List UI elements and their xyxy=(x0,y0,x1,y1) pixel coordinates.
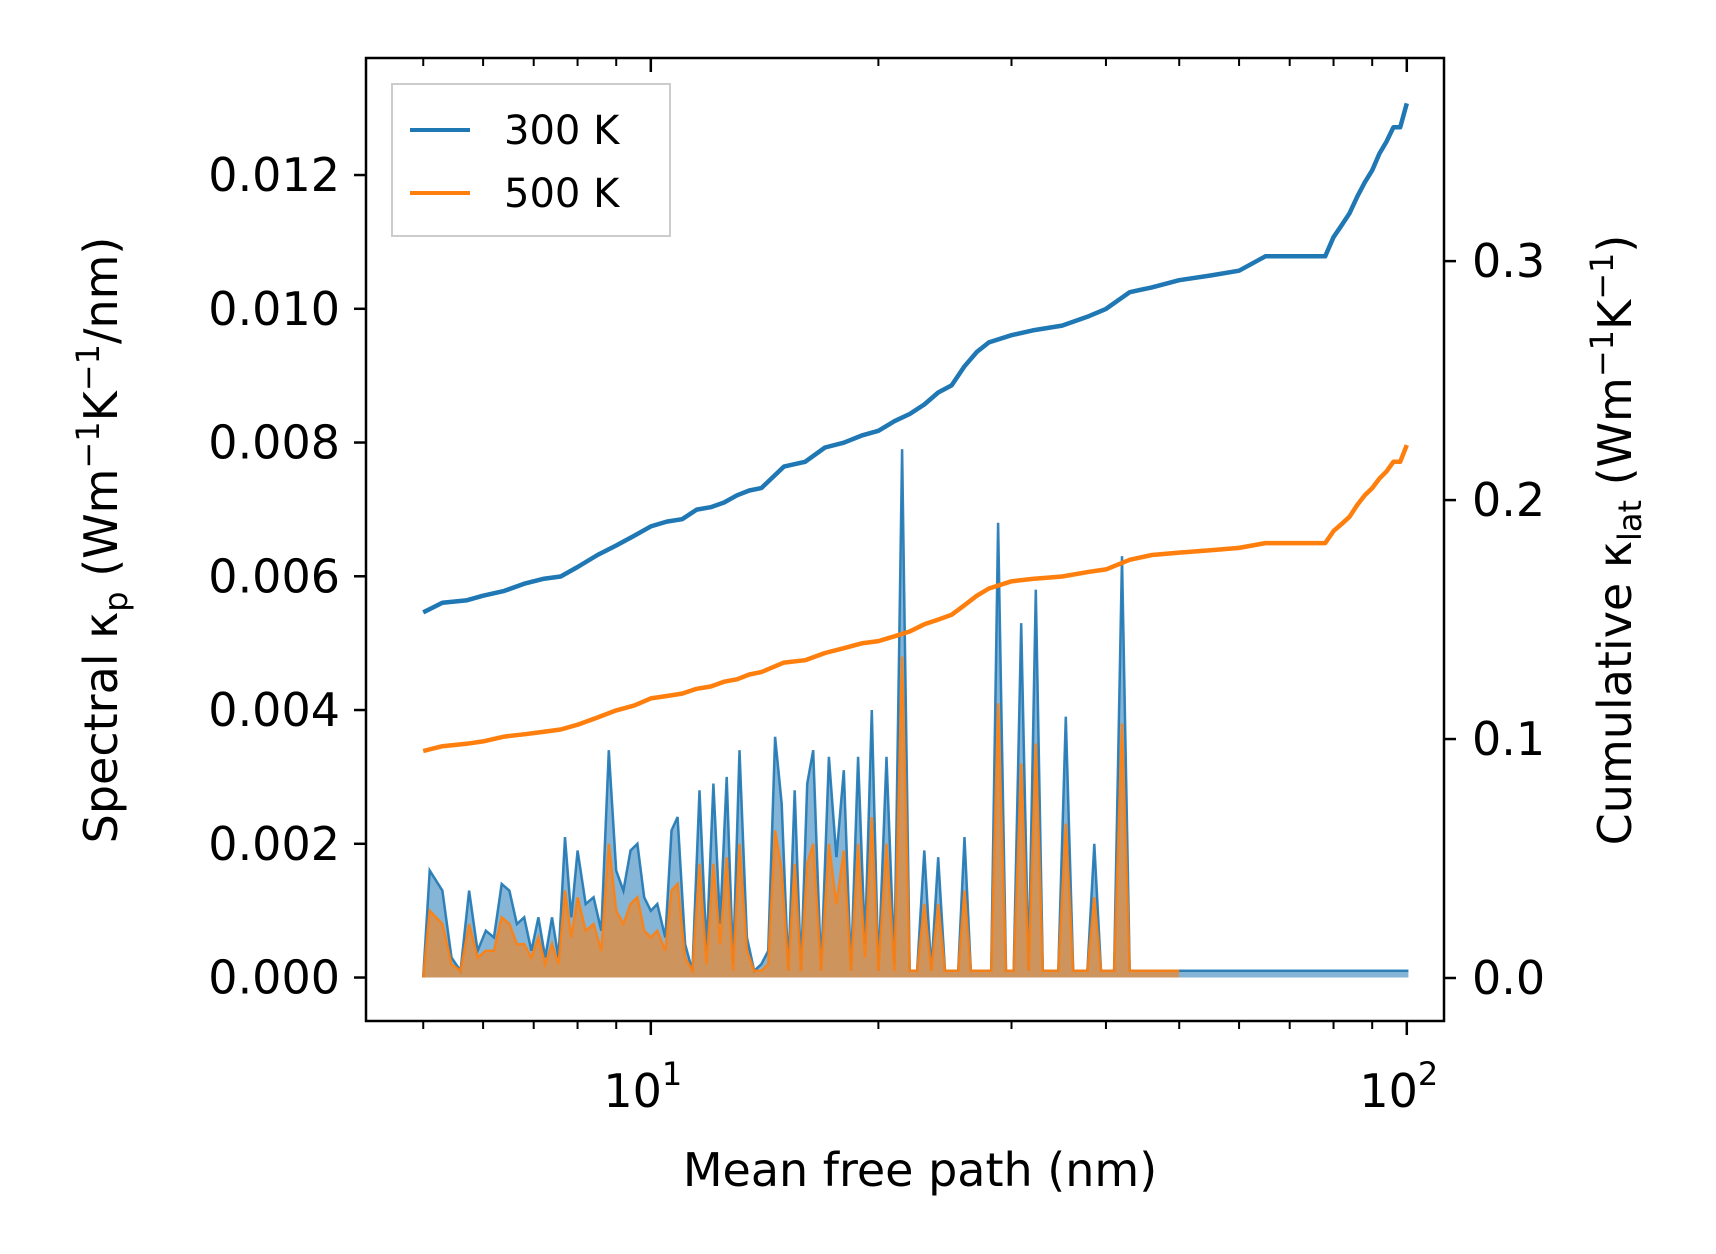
y-left-label-main: Spectral κ xyxy=(74,612,128,844)
ticks-layer: 0.000 0.002 0.004 0.006 0.008 0.010 0.012 0.0 0.… xyxy=(208,58,1545,1118)
y-left-tick-label: 0.004 xyxy=(208,683,340,737)
y-right-label-sup1: −1 xyxy=(1583,330,1621,377)
y-left-tick-label: 0.012 xyxy=(208,148,340,202)
y-left-tick-label: 0.002 xyxy=(208,817,340,871)
y-left-tick-label: 0.008 xyxy=(208,416,340,470)
x-tick-label-exponent: 1 xyxy=(662,1055,682,1093)
x-tick-label-exponent: 2 xyxy=(1418,1055,1438,1093)
spectral-layer xyxy=(421,449,1409,978)
legend-label-500k: 500 K xyxy=(504,171,621,217)
spectral-line-500k xyxy=(421,656,1180,978)
x-tick-label: 102 xyxy=(1359,1055,1438,1118)
legend: 300 K 500 K xyxy=(391,83,671,237)
legend-label-300k: 300 K xyxy=(504,108,621,154)
x-tick-label-base: 10 xyxy=(603,1064,662,1118)
x-tick-label: 101 xyxy=(603,1055,682,1118)
cumulative-line-500k xyxy=(422,444,1409,754)
y-right-tick-label: 0.3 xyxy=(1472,234,1545,288)
y-right-label-sub: lat xyxy=(1611,500,1649,541)
y-right-label-main: Cumulative κ xyxy=(1588,541,1642,845)
y-right-label-close: ) xyxy=(1588,235,1642,253)
y-right-tick-label: 0.0 xyxy=(1472,951,1545,1005)
y-left-label-close: /nm) xyxy=(74,237,128,344)
y-left-tick-label: 0.006 xyxy=(208,549,340,603)
y-right-tick-label: 0.2 xyxy=(1472,473,1545,527)
y-right-label-sup2: −1 xyxy=(1583,253,1621,300)
y-left-axis-label: Spectral κp (Wm−1K−1/nm) xyxy=(69,237,135,844)
plot-frame xyxy=(364,56,1446,1023)
y-left-label-sup2: −1 xyxy=(69,344,107,391)
y-right-label-mid: K xyxy=(1588,298,1642,330)
y-left-label-sub: p xyxy=(97,591,135,611)
x-tick-label-base: 10 xyxy=(1359,1064,1418,1118)
y-left-tick-label: 0.000 xyxy=(208,951,340,1005)
y-left-label-sup1: −1 xyxy=(69,421,107,468)
x-axis-label: Mean free path (nm) xyxy=(683,1143,1157,1197)
y-left-label-mid: K xyxy=(74,389,128,421)
cumulative-layer xyxy=(422,102,1409,754)
y-right-axis-label: Cumulative κlat (Wm−1K−1) xyxy=(1583,235,1649,846)
y-right-tick-label: 0.1 xyxy=(1472,712,1545,766)
spectral-area-300k xyxy=(423,449,1409,978)
y-right-label-units-open: (Wm xyxy=(1588,377,1642,500)
y-left-tick-label: 0.010 xyxy=(208,282,340,336)
spectral-area-500k xyxy=(423,656,1180,978)
cumulative-line-300k xyxy=(422,102,1409,615)
legend-box xyxy=(391,83,671,237)
y-left-label-units-open: (Wm xyxy=(74,469,128,592)
